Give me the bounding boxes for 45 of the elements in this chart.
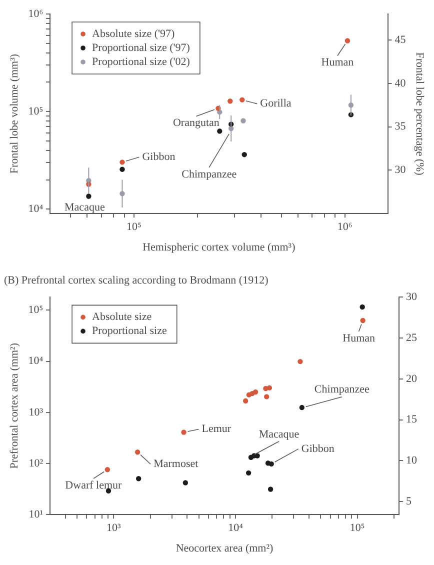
x-tick-label: 10³ [106,522,122,534]
annotation: Chimpanzee [314,384,370,396]
y2-axis-title: Frontal lobe percentage (%) [414,52,426,176]
annotation: Gorilla [260,98,292,110]
y2-tick-label: 45 [394,34,406,46]
y-tick-label: 10¹ [28,508,44,520]
x-tick-label: 10⁵ [350,522,365,534]
annotation: Lemur [202,423,232,436]
y2-tick-label: 35 [394,120,406,133]
chart-title: (B) Prefrontal cortex scaling according to Brodmann (1912) [4,274,269,286]
y-tick-label: 10⁵ [28,105,44,118]
y-tick-label: 10⁴ [28,355,44,368]
annotation: Gibbon [142,151,176,164]
y2-tick-label: 5 [406,495,412,508]
y2-tick-label: 20 [406,372,418,385]
x-axis-title: Neocortex area (mm²) [176,542,274,554]
x-axis-title: Hemispheric cortex volume (mm³) [142,241,296,254]
annotation: Dwarf lemur [65,479,122,492]
annotation: Macaque [258,428,300,440]
legend-label: Absolute size ('97) [92,28,175,40]
y-axis-title: Prefrontal cortex area (mm²) [8,342,20,469]
annotation: Marmoset [154,458,198,470]
y-tick-label: 10² [28,457,44,470]
y2-tick-label: 15 [406,414,418,426]
annotation: Human [342,332,376,344]
legend-label: Absolute size [92,311,152,324]
annotation: Chimpanzee [182,168,237,180]
legend-label: Proportional size ('97) [92,42,190,54]
y2-tick-label: 25 [406,332,418,344]
y-axis-title: Frontal lobe volume (mm³) [8,54,20,174]
y2-tick-label: 30 [406,291,418,304]
legend-label: Proportional size ('02) [92,56,190,68]
annotation: Human [321,56,354,69]
x-tick-label: 10⁴ [228,522,244,534]
annotation: Macaque [64,202,105,214]
y-tick-label: 10⁴ [28,203,44,216]
annotation: Gibbon [301,442,335,455]
legend-label: Proportional size [92,325,167,338]
y-tick-label: 10⁶ [28,8,44,20]
y-tick-label: 10³ [28,406,44,418]
y2-tick-label: 10 [406,454,418,467]
y2-tick-label: 40 [394,77,406,90]
y-tick-label: 10⁵ [28,304,44,316]
y2-tick-label: 30 [394,164,406,176]
annotation: Orangutan [172,117,220,130]
